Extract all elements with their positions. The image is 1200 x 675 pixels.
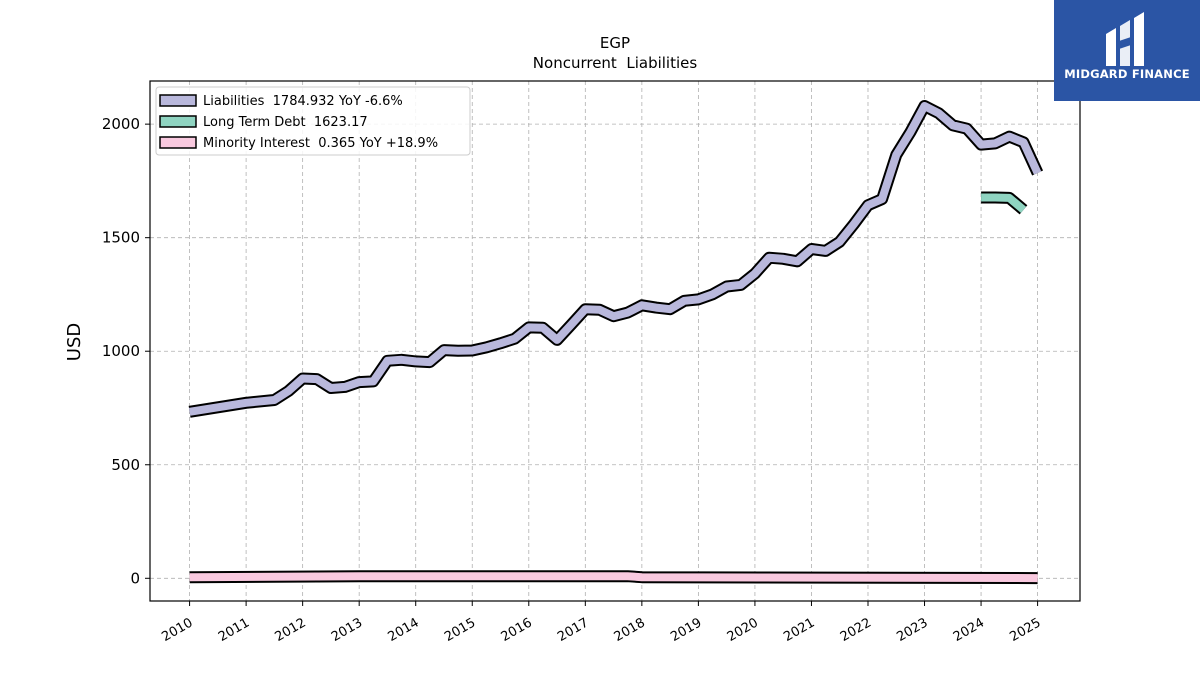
x-tick-label: 2011 — [216, 615, 252, 645]
plot-frame — [149, 80, 1081, 602]
x-tick-label: 2015 — [442, 615, 478, 645]
watermark-logo: MIDGARD FINANCE — [1054, 0, 1200, 101]
x-tick-label: 2020 — [725, 615, 761, 645]
y-axis-label: USD — [64, 323, 85, 361]
x-tick-label: 2019 — [668, 615, 704, 645]
legend-label-long-term-debt: Long Term Debt 1623.17 — [203, 115, 368, 130]
x-tick-label: 2014 — [386, 615, 422, 645]
x-tick-label: 2023 — [894, 615, 930, 645]
chart-title: EGP — [600, 34, 630, 52]
y-tick-label: 1500 — [102, 229, 140, 247]
legend-swatch-minority-interest — [159, 136, 197, 149]
legend: Liabilities 1784.932 YoY -6.6% Long Term… — [155, 86, 471, 156]
x-tick-label: 2012 — [272, 615, 308, 645]
y-tick-label: 1000 — [102, 342, 140, 360]
x-tick-label: 2010 — [159, 615, 195, 645]
series-line-liabilities — [188, 102, 1042, 416]
series-line-minority-interest — [189, 572, 1038, 583]
plot-area — [188, 100, 1044, 585]
watermark-brand: MIDGARD FINANCE — [1064, 67, 1190, 81]
legend-label-liabilities: Liabilities 1784.932 YoY -6.6% — [203, 94, 403, 109]
legend-swatch-liabilities — [159, 94, 197, 107]
legend-frame — [155, 86, 471, 156]
y-tick-label: 500 — [111, 456, 140, 474]
x-tick-label: 2013 — [329, 615, 365, 645]
midgard-logo-icon — [1106, 12, 1144, 66]
y-axis: 0 500 1000 1500 2000 — [102, 115, 150, 587]
y-tick-label: 0 — [130, 569, 140, 587]
legend-swatch-long-term-debt — [159, 115, 197, 128]
legend-label-minority-interest: Minority Interest 0.365 YoY +18.9% — [203, 136, 438, 151]
x-tick-label: 2022 — [838, 615, 874, 645]
grid — [150, 81, 1080, 601]
x-axis: 2010 2011 2012 2013 2014 2015 2016 2017 2018 2019… — [159, 601, 1044, 645]
y-tick-label: 2000 — [102, 115, 140, 133]
chart-subtitle: Noncurrent Liabilities — [533, 54, 698, 72]
x-tick-label: 2021 — [781, 615, 817, 645]
x-tick-label: 2025 — [1007, 615, 1043, 645]
x-tick-label: 2024 — [951, 615, 987, 645]
series-line-long-term-debt — [981, 193, 1027, 213]
x-tick-label: 2018 — [612, 615, 648, 645]
x-tick-label: 2017 — [555, 615, 591, 645]
x-tick-label: 2016 — [499, 615, 535, 645]
